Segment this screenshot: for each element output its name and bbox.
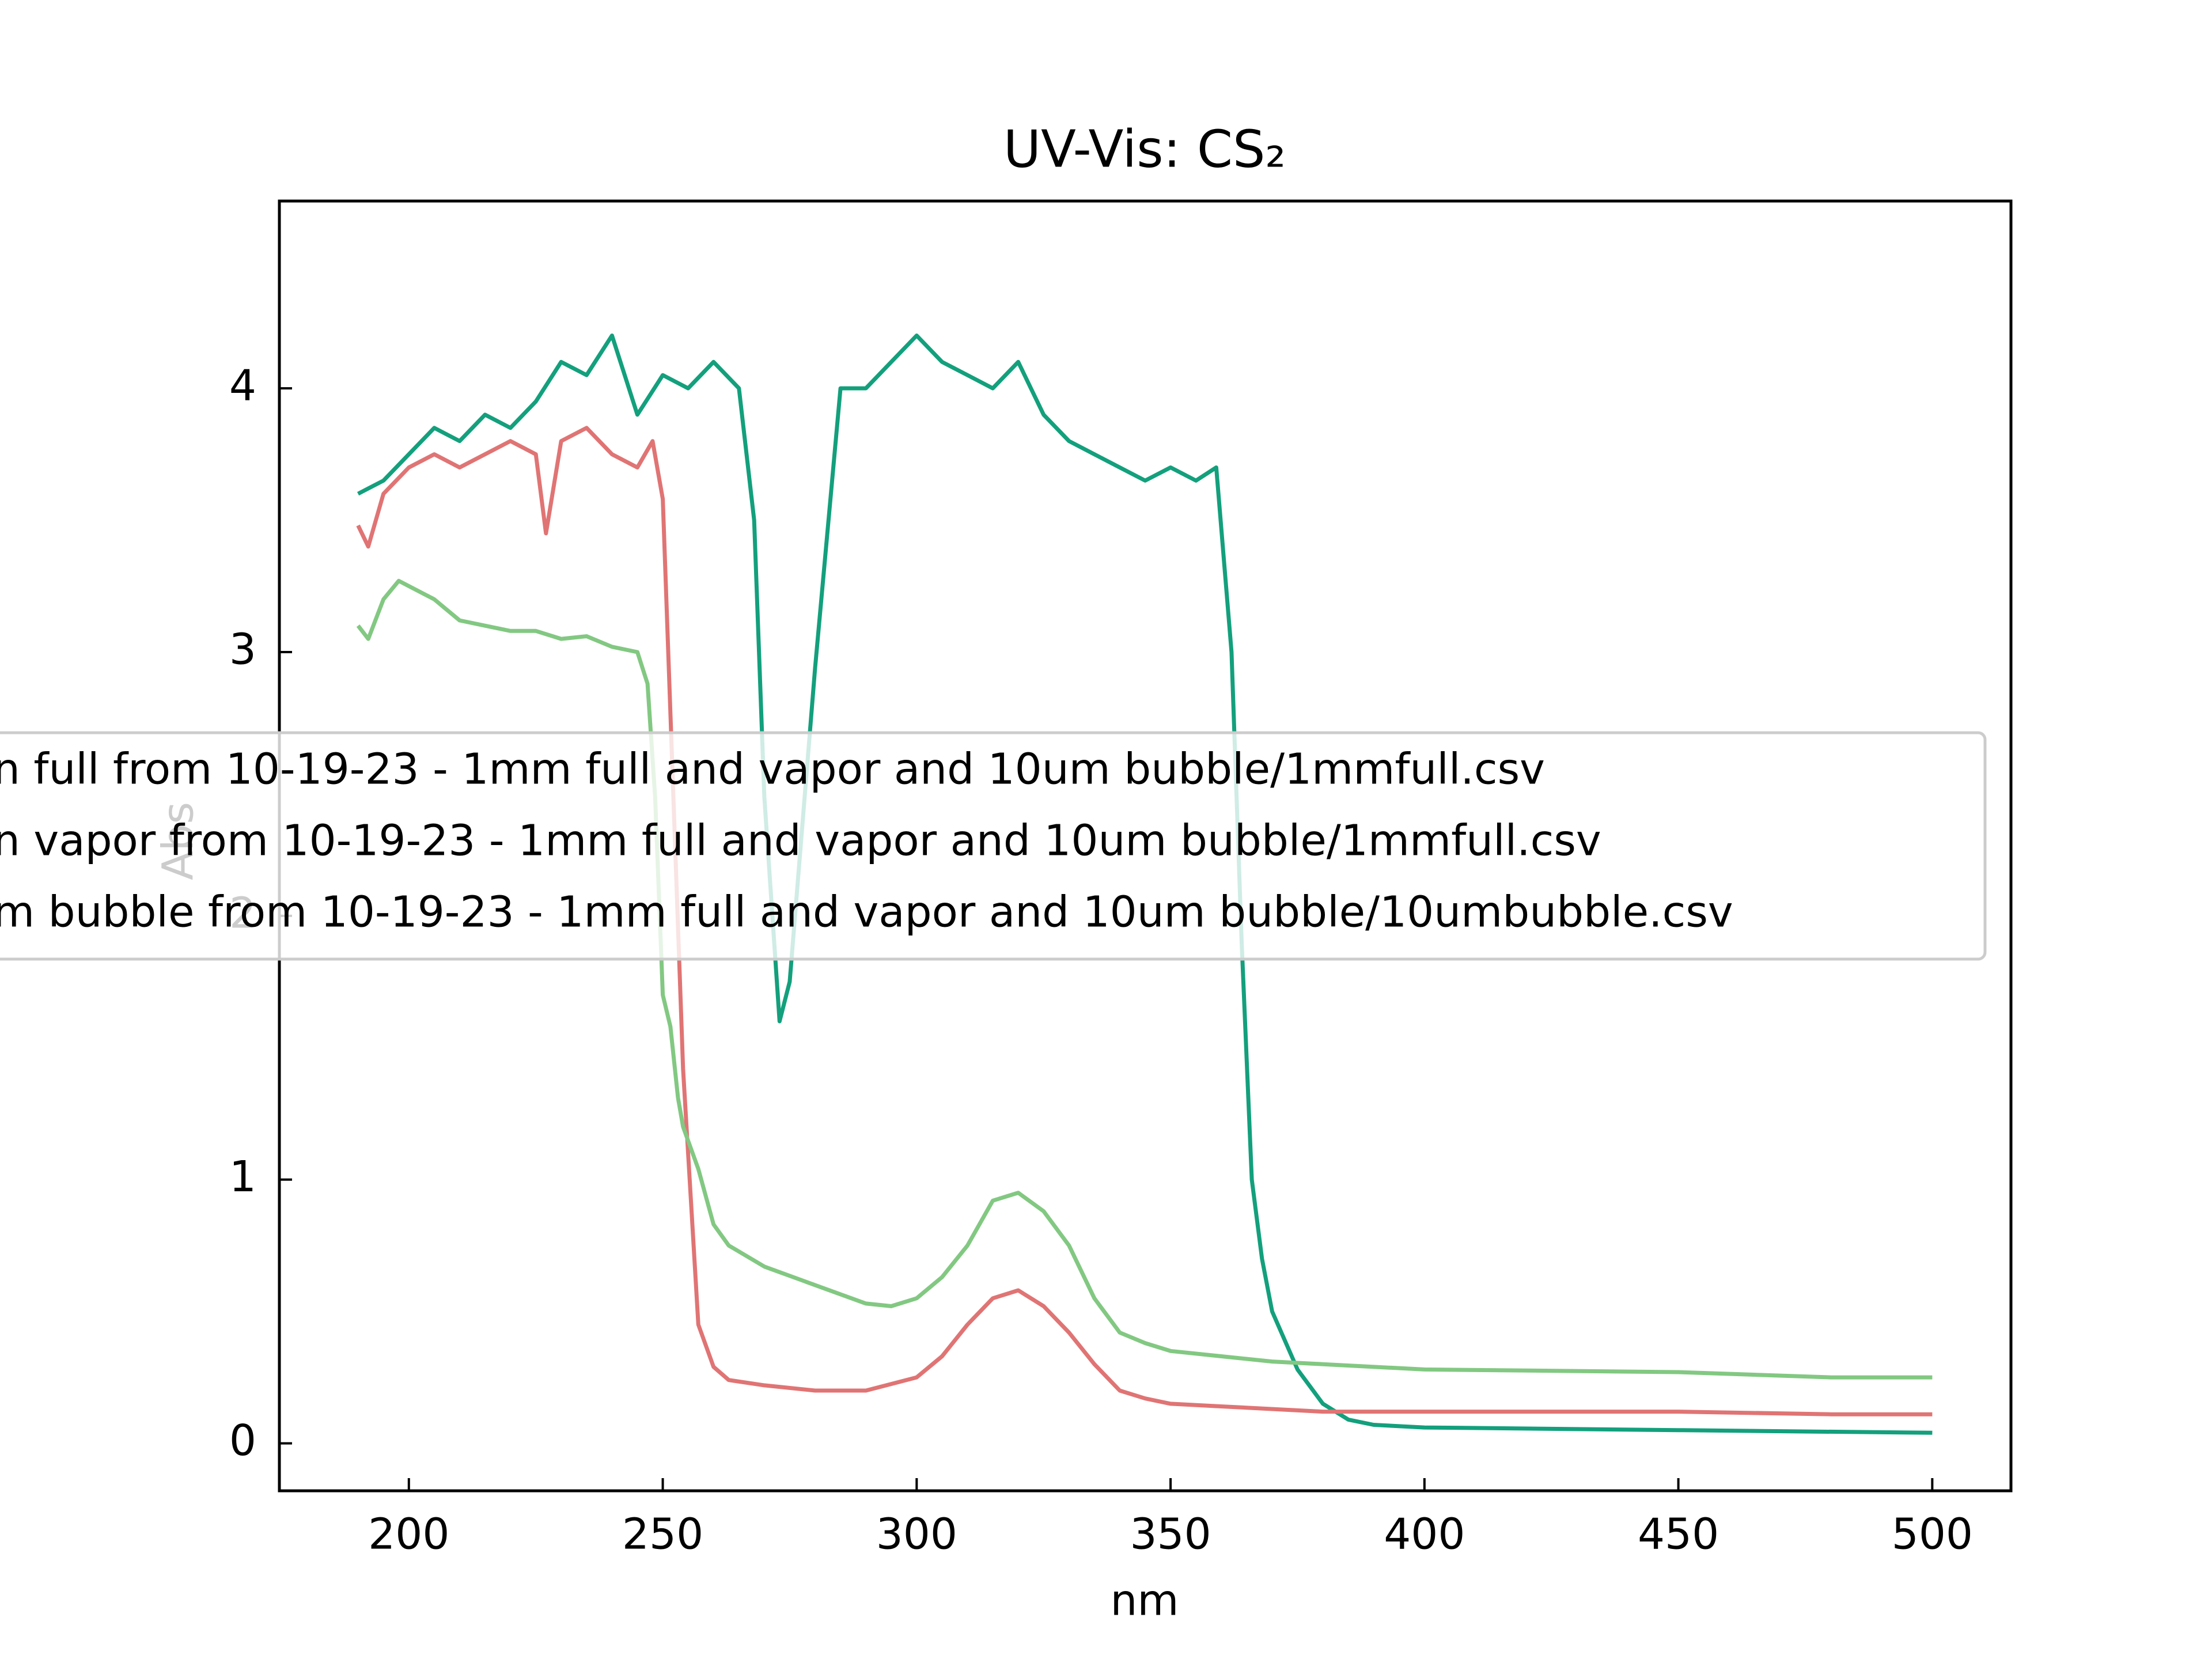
series-line xyxy=(357,334,1933,1435)
x-tick-label: 500 xyxy=(1892,1510,1973,1559)
x-tick-label: 450 xyxy=(1638,1510,1719,1559)
chart-title: UV-Vis: CS₂ xyxy=(1003,119,1286,179)
legend-label: n vapor from 10-19-23 - 1mm full and vap… xyxy=(0,816,1601,866)
series-line xyxy=(356,578,1933,1380)
legend-label: m bubble from 10-19-23 - 1mm full and va… xyxy=(0,888,1733,937)
legend-label: n full from 10-19-23 - 1mm full and vapo… xyxy=(0,745,1545,794)
x-tick-label: 300 xyxy=(876,1510,957,1559)
legend-box xyxy=(0,731,1987,961)
y-tick-label: 4 xyxy=(229,361,256,411)
x-tick-label: 400 xyxy=(1384,1510,1465,1559)
x-tick-label: 250 xyxy=(622,1510,703,1559)
y-tick-label: 0 xyxy=(229,1416,256,1465)
x-tick-label: 200 xyxy=(368,1510,449,1559)
x-tick-label: 350 xyxy=(1130,1510,1211,1559)
x-axis-label: nm xyxy=(1111,1576,1179,1626)
y-tick-label: 3 xyxy=(229,624,256,674)
series-line xyxy=(356,426,1933,1416)
y-tick-label: 1 xyxy=(229,1152,256,1202)
